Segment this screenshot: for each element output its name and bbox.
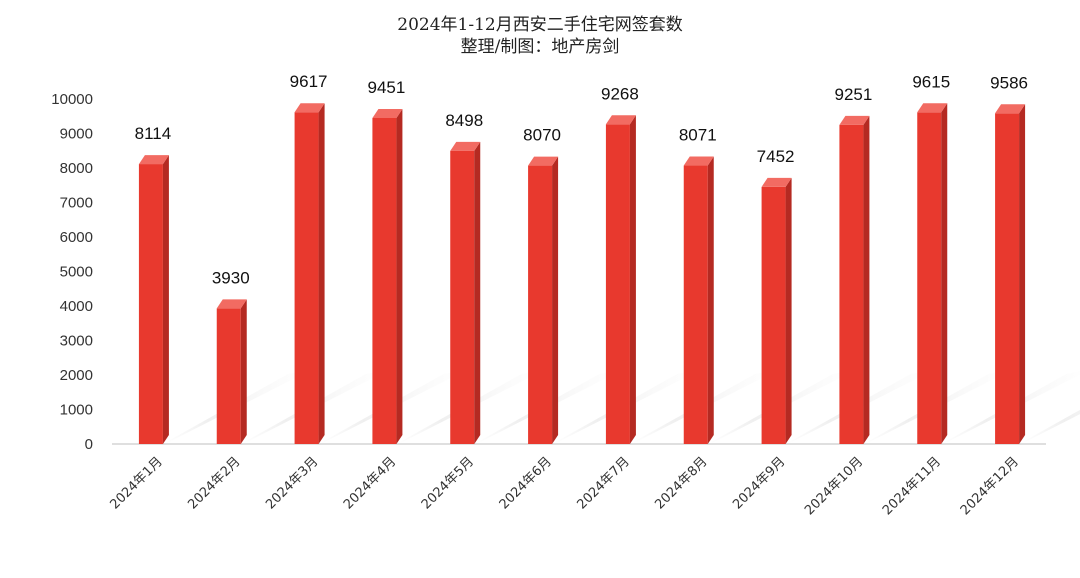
y-tick-label: 7000: [60, 195, 93, 212]
bar-side: [1019, 104, 1026, 445]
bar-top: [372, 108, 403, 118]
bar: [605, 115, 636, 444]
data-label: 9268: [601, 84, 639, 103]
x-tick-label: 2024年8月: [652, 454, 710, 512]
bar-side: [785, 177, 792, 444]
y-axis: 0 1000 2000 3000 4000 5000 6000 7000 8000 9000 100…: [51, 91, 1046, 453]
bar-front: [605, 124, 630, 444]
bar-side: [863, 115, 870, 444]
y-tick-label: 10000: [51, 91, 93, 108]
bar-front: [761, 186, 786, 444]
data-label: 9615: [912, 72, 950, 91]
bar-top: [917, 103, 948, 113]
bar-top: [761, 177, 792, 187]
data-label: 7452: [757, 147, 795, 166]
data-label: 8498: [445, 111, 483, 130]
bar: [138, 155, 169, 444]
bar-side: [318, 103, 325, 444]
bar: [995, 104, 1026, 445]
bar-front: [917, 112, 942, 444]
bar-front: [294, 112, 319, 444]
bar-front: [450, 150, 475, 444]
x-axis-categories: 2024年1月 2024年2月 2024年3月 2024年4月 2024年5月 2024年…: [108, 454, 1022, 518]
data-label: 8070: [523, 126, 561, 145]
y-tick-label: 0: [85, 436, 93, 453]
bar-front: [683, 165, 708, 444]
x-tick-label: 2024年5月: [419, 454, 477, 512]
data-label: 9617: [290, 72, 328, 91]
data-label: 9586: [990, 73, 1028, 92]
bar-top: [450, 141, 481, 151]
bar-side: [396, 108, 403, 445]
x-tick-label: 2024年3月: [263, 454, 321, 512]
bar-top: [605, 115, 636, 125]
x-tick-label: 2024年10月: [802, 454, 866, 518]
bar: [917, 103, 948, 444]
bar-front: [138, 164, 163, 444]
bar-side: [240, 299, 247, 444]
bar: [683, 156, 714, 444]
bar-side: [474, 141, 481, 444]
bar-side: [941, 103, 948, 444]
bar-front: [995, 113, 1020, 445]
bar-shadow: [1019, 409, 1080, 444]
x-tick-label: 2024年1月: [108, 454, 166, 512]
bar-top: [683, 156, 714, 166]
bar-top: [528, 156, 559, 166]
x-tick-label: 2024年7月: [575, 454, 633, 512]
bar-top: [138, 155, 169, 165]
data-label: 3930: [212, 268, 250, 287]
y-tick-label: 9000: [60, 126, 93, 143]
bar-front: [528, 165, 553, 444]
data-label: 8114: [135, 124, 172, 143]
x-tick-label: 2024年11月: [880, 454, 944, 518]
bar-side: [162, 155, 169, 444]
x-tick-label: 2024年2月: [185, 454, 243, 512]
y-tick-label: 1000: [60, 402, 93, 419]
data-label: 9451: [368, 78, 406, 97]
x-tick-label: 2024年4月: [341, 454, 399, 512]
bar: [528, 156, 559, 444]
bar-top: [294, 103, 325, 113]
x-tick-label: 2024年12月: [958, 454, 1022, 518]
bar-front: [839, 124, 864, 444]
bar-top: [995, 104, 1026, 114]
y-tick-label: 3000: [60, 333, 93, 350]
bar-front: [372, 117, 397, 445]
chart-subtitle: 整理/制图：地产房剑: [461, 37, 620, 57]
bar: [216, 299, 247, 444]
y-tick-label: 4000: [60, 298, 93, 315]
bar-top: [216, 299, 247, 309]
bar-side: [552, 156, 559, 444]
data-label: 8071: [679, 126, 717, 145]
x-tick-label: 2024年9月: [730, 454, 788, 512]
y-tick-label: 2000: [60, 367, 93, 384]
bar-front: [216, 308, 241, 444]
y-tick-label: 6000: [60, 229, 93, 246]
bars: [138, 103, 1026, 445]
bar: [450, 141, 481, 444]
y-tick-label: 8000: [60, 160, 93, 177]
data-label: 9251: [835, 85, 873, 104]
bar-side: [707, 156, 714, 444]
bar-top: [839, 115, 870, 125]
data-labels: 8114 3930 9617 9451 8498 8070 9268 8071 7452 9251…: [135, 72, 1028, 287]
y-tick-label: 5000: [60, 264, 93, 281]
bar: [839, 115, 870, 444]
bar: [761, 177, 792, 444]
bar: [372, 108, 403, 445]
bar: [294, 103, 325, 444]
x-tick-label: 2024年6月: [497, 454, 555, 512]
chart-title: 2024年1-12月西安二手住宅网签套数: [397, 15, 682, 35]
bar-side: [629, 115, 636, 444]
